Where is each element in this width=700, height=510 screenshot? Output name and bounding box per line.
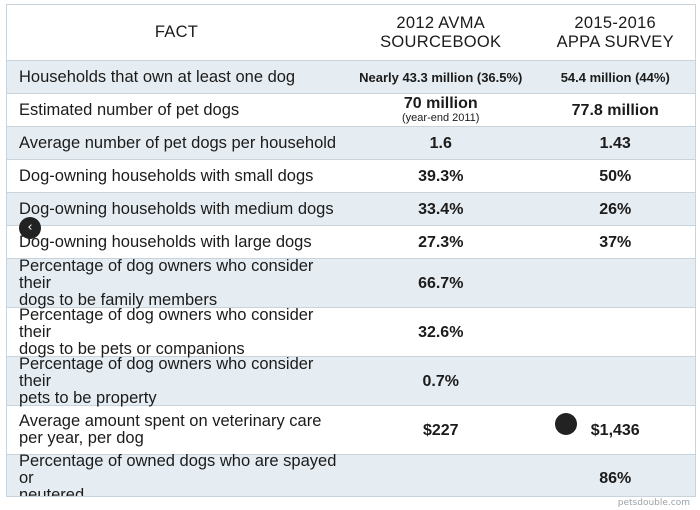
fact-cell: Dog-owning households with large dogs	[19, 232, 312, 251]
avma-value: $227	[422, 421, 459, 439]
header-col-a-line1: 2012 AVMA	[396, 13, 486, 32]
fact-line1: Percentage of owned dogs who are spayed …	[19, 452, 337, 487]
fact-cell: Percentage of dog owners who consider th…	[7, 354, 346, 407]
watermark: petsdouble.com	[617, 498, 690, 508]
fact-cell: Estimated number of pet dogs	[19, 100, 240, 119]
appa-value: 1.43	[599, 134, 631, 152]
avma-value: 32.6%	[418, 323, 464, 341]
table-row: Percentage of dog owners who consider th…	[7, 256, 695, 309]
appa-value: 86%	[599, 470, 632, 487]
fact-cell: Households that own at least one dog	[19, 67, 296, 86]
avma-value: Nearly 43.3 million (36.5%)	[359, 69, 523, 85]
header-col-b-line2: APPA SURVEY	[556, 32, 674, 51]
table-row: Average number of pet dogs per household…	[7, 127, 695, 160]
fact-line1: Percentage of dog owners who consider th…	[19, 305, 314, 341]
avma-value: 70 million (year-end 2011)	[346, 95, 535, 125]
fact-cell: Percentage of dog owners who consider th…	[7, 305, 346, 358]
fact-cell: Percentage of owned dogs who are spayed …	[7, 453, 346, 497]
avma-value: 33.4%	[418, 200, 464, 218]
header-col-a-line2: SOURCEBOOK	[380, 32, 502, 51]
fact-line1: Average amount spent on veterinary care	[19, 412, 322, 430]
fact-cell: Average amount spent on veterinary care …	[7, 413, 346, 447]
appa-value: 50%	[599, 167, 632, 185]
table-row: Percentage of dog owners who consider th…	[7, 305, 695, 358]
fact-line2: pets to be property	[19, 388, 157, 407]
table-row: Dog-owning households with medium dogs 3…	[7, 193, 695, 226]
avma-value-main: 70 million	[403, 95, 478, 112]
appa-value: 37%	[599, 233, 632, 251]
avma-value: 1.6	[429, 134, 452, 152]
fact-line2: dogs to be family members	[19, 290, 218, 309]
avma-value: 66.7%	[418, 274, 464, 292]
header-col-b: 2015-2016 APPA SURVEY	[535, 14, 695, 52]
header-col-a: 2012 AVMA SOURCEBOOK	[346, 14, 535, 52]
table-row: Dog-owning households with large dogs 27…	[7, 226, 695, 259]
fact-cell: Average number of pet dogs per household	[19, 133, 337, 152]
table-row: Percentage of owned dogs who are spayed …	[7, 453, 695, 497]
table-row: Percentage of dog owners who consider th…	[7, 354, 695, 407]
appa-value: 54.4 million (44%)	[560, 69, 670, 85]
appa-value: 26%	[599, 200, 632, 218]
table-row: Average amount spent on veterinary care …	[7, 406, 695, 455]
table-row: Estimated number of pet dogs 70 million …	[7, 94, 695, 127]
avma-value: 27.3%	[418, 233, 464, 251]
table-row: Households that own at least one dog Nea…	[7, 61, 695, 94]
fact-cell: Dog-owning households with small dogs	[19, 166, 314, 185]
fact-line1: Percentage of dog owners who consider th…	[19, 256, 314, 292]
comparison-table: FACT 2012 AVMA SOURCEBOOK 2015-2016 APPA…	[6, 4, 696, 497]
avma-value: 39.3%	[418, 167, 464, 185]
fact-line2: per year, per dog	[19, 429, 144, 447]
fact-line2: neutered	[19, 486, 85, 497]
header-col-b-line1: 2015-2016	[574, 13, 657, 32]
appa-value: 77.8 million	[571, 101, 659, 119]
avma-value: 0.7%	[422, 372, 459, 390]
fact-line1: Percentage of dog owners who consider th…	[19, 354, 314, 390]
fact-cell: Dog-owning households with medium dogs	[19, 199, 334, 218]
appa-value: $1,436	[590, 421, 640, 439]
fact-cell: Percentage of dog owners who consider th…	[7, 256, 346, 309]
next-slide-icon[interactable]	[555, 413, 577, 435]
table-row: Dog-owning households with small dogs 39…	[7, 160, 695, 193]
header-fact: FACT	[154, 23, 199, 41]
avma-value-note: (year-end 2011)	[402, 112, 480, 124]
prev-slide-icon[interactable]: ‹	[19, 217, 41, 239]
fact-line2: dogs to be pets or companions	[19, 339, 245, 358]
table-header: FACT 2012 AVMA SOURCEBOOK 2015-2016 APPA…	[7, 5, 695, 61]
